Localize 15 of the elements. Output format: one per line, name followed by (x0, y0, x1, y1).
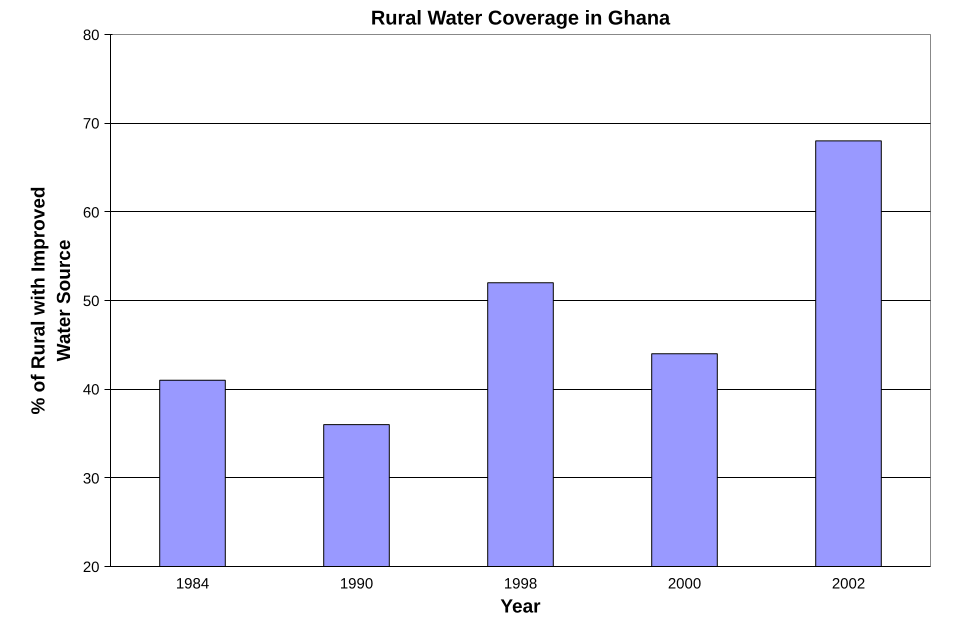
y-tick-label: 50 (82, 293, 100, 310)
y-tick-label: 40 (82, 382, 100, 399)
y-tick-label: 80 (82, 27, 100, 44)
x-tick-label: 1998 (504, 576, 538, 592)
x-tick-label: 1984 (176, 576, 210, 592)
y-tick-label: 70 (82, 116, 100, 133)
y-tick-label: 30 (82, 470, 100, 488)
x-tick-label: 1990 (340, 576, 374, 592)
y-axis-title: % of Rural with Improved Water Source (28, 186, 75, 415)
x-tick-label: 2002 (832, 576, 866, 592)
y-tick-label: 60 (82, 204, 100, 222)
x-axis-title: Year (500, 596, 542, 618)
y-tick-label: 20 (82, 559, 100, 576)
x-tick-label: 2000 (668, 576, 702, 592)
chart-title: Rural Water Coverage in Ghana (370, 8, 672, 30)
